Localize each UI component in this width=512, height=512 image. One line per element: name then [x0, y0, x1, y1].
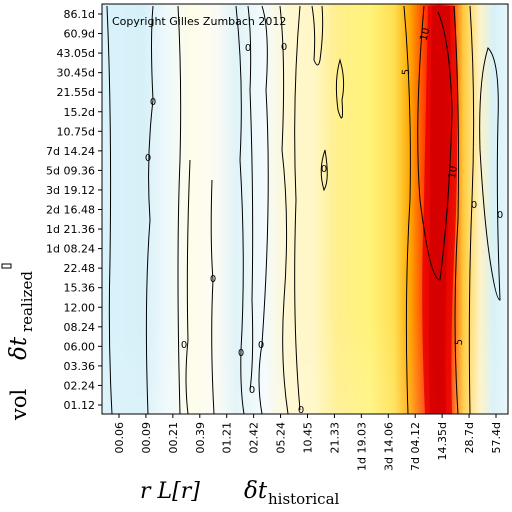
y-tick-label: 30.45d — [57, 67, 95, 80]
contour-label: 10 — [418, 27, 432, 42]
y-tick-label: 1d 08.24 — [46, 243, 95, 256]
contour-line — [106, 5, 113, 414]
y-tick-label: 08.24 — [64, 321, 96, 334]
contour-label: 0 — [245, 43, 251, 54]
x-tick-label: 00.39 — [194, 422, 207, 454]
x-tick-label: 14.35d — [436, 422, 449, 460]
contour-line — [185, 159, 191, 414]
contour-line — [311, 5, 324, 66]
x-axis-label-left: r L[r] — [140, 479, 200, 504]
x-tick-label: 57.4d — [490, 422, 503, 453]
contour-line — [210, 179, 215, 414]
y-tick-label: 10.75d — [57, 125, 95, 138]
y-tick-label: 5d 09.36 — [46, 164, 95, 177]
contour-label: 0 — [298, 405, 304, 416]
x-tick-label: 10.45 — [302, 422, 315, 454]
contour-line — [453, 5, 459, 414]
x-tick-label: 21.33 — [328, 422, 341, 454]
contour-line — [247, 5, 254, 391]
contour-label: 10 — [447, 165, 460, 179]
y-axis-marker — [1, 263, 12, 269]
contour-label: 0 — [145, 153, 151, 164]
y-tick-label: 22.48 — [64, 262, 96, 275]
contour-line — [258, 5, 269, 414]
x-tick-label: 05.24 — [275, 422, 288, 454]
y-axis-ticks: 86.1d 60.9d 43.05d 30.45d 21.55d 15.2d 10.75d 7… — [46, 8, 102, 412]
y-axis-label-main: vol — [7, 388, 31, 421]
contour-label: 5 — [401, 68, 413, 75]
x-axis-label-sub: historical — [268, 490, 340, 508]
contour-line — [294, 5, 301, 411]
y-axis-label-sub: realized — [18, 271, 36, 332]
contour-label: 0 — [150, 97, 156, 108]
y-tick-label: 7d 14.24 — [46, 145, 95, 158]
y-tick-label: 60.9d — [64, 28, 95, 41]
x-tick-label: 00.06 — [113, 422, 126, 454]
x-axis-ticks: 00.06 00.09 00.21 00.39 01.21 02.42 05.24 10.45… — [113, 414, 503, 471]
contour-label: 0 — [321, 164, 327, 175]
y-tick-label: 1d 21.36 — [46, 223, 95, 236]
copyright-text: Copyright Gilles Zumbach 2012 — [112, 15, 286, 28]
contour-lines — [106, 5, 501, 414]
x-tick-label: 00.21 — [167, 422, 180, 454]
x-axis-label-symbol: δt — [244, 478, 268, 504]
y-tick-label: 02.24 — [64, 379, 96, 392]
contour-label: 0 — [238, 348, 244, 359]
contour-line — [145, 5, 154, 414]
contour-label: 0 — [181, 340, 187, 351]
contour-line — [279, 5, 289, 414]
y-tick-label: 15.36 — [64, 282, 96, 295]
y-tick-label: 86.1d — [64, 8, 95, 21]
plot-area: 10 5 10 5 0 0 0 0 0 0 0 0 0 0 0 0 0 Copy… — [102, 4, 508, 416]
contour-line — [479, 47, 501, 301]
x-tick-label: 1d 19.03 — [355, 422, 368, 471]
y-axis-label-symbol: δt — [6, 336, 32, 360]
contour-line — [335, 58, 345, 119]
contour-label: 0 — [281, 42, 287, 53]
contour-label: 0 — [210, 274, 216, 285]
contour-labels: 10 5 10 5 0 0 0 0 0 0 0 0 0 0 0 0 0 — [145, 27, 503, 416]
x-tick-label: 02.42 — [248, 422, 261, 454]
contour-line — [403, 5, 411, 414]
y-axis-title: vol δt realized — [6, 271, 36, 421]
y-tick-label: 21.55d — [57, 86, 95, 99]
x-tick-label: 00.09 — [140, 422, 153, 454]
x-tick-label: 28.7d — [463, 422, 476, 453]
contour-label: 0 — [471, 200, 477, 211]
y-tick-label: 03.36 — [64, 360, 96, 373]
contour-line — [468, 5, 475, 414]
contour-label: 0 — [497, 210, 503, 221]
y-tick-label: 15.2d — [64, 106, 95, 119]
y-tick-label: 06.00 — [64, 340, 96, 353]
heatmap-peak-inner — [429, 6, 451, 414]
contour-line — [177, 5, 182, 414]
contour-line — [235, 5, 245, 414]
contour-label: 5 — [454, 338, 466, 345]
x-tick-label: 3d 14.06 — [382, 422, 395, 471]
x-tick-label: 01.21 — [221, 422, 234, 454]
y-tick-label: 01.12 — [64, 399, 96, 412]
y-tick-label: 2d 16.48 — [46, 204, 95, 217]
y-tick-label: 12.00 — [64, 301, 96, 314]
contour-line — [320, 149, 328, 192]
contour-label: 0 — [258, 340, 264, 351]
contour-label: 0 — [249, 385, 255, 396]
x-axis-title: r L[r] δt historical — [140, 478, 340, 508]
y-tick-label: 43.05d — [57, 47, 95, 60]
x-tick-label: 7d 04.12 — [409, 422, 422, 471]
y-tick-label: 3d 19.12 — [46, 184, 95, 197]
contour-line — [417, 5, 453, 281]
